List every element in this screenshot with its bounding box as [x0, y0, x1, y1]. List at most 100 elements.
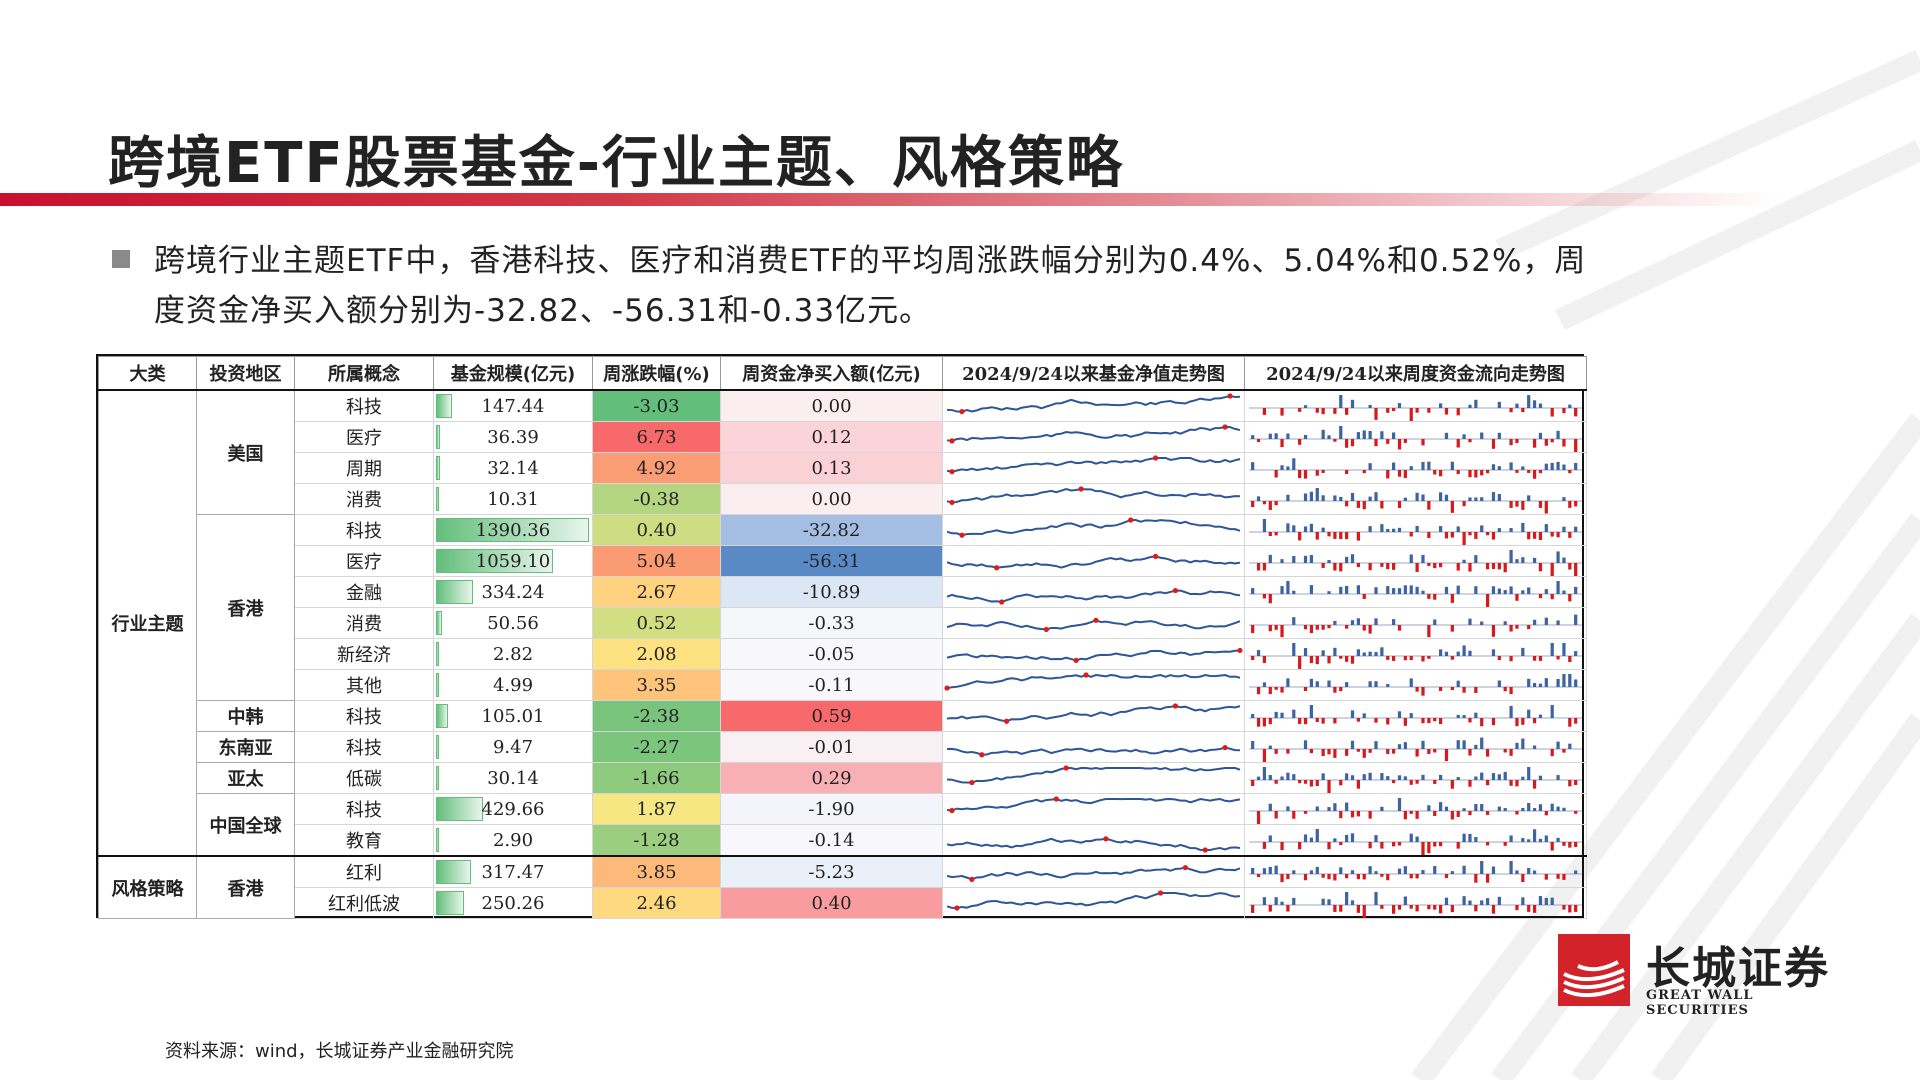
flow-bar — [1286, 749, 1290, 754]
flow-sparkline — [1249, 581, 1582, 607]
flow-bar — [1509, 439, 1513, 446]
size-cell: 36.39 — [433, 421, 593, 453]
flow-bar — [1421, 842, 1425, 855]
flow-bar — [1480, 718, 1484, 727]
nav-marker — [1152, 553, 1159, 559]
change-cell: -1.66 — [592, 762, 721, 794]
flow-bar — [1409, 780, 1413, 785]
flow-bar — [1509, 780, 1513, 786]
flow-sparkline — [1249, 395, 1582, 421]
nav-marker — [944, 685, 950, 691]
flow-bar — [1286, 523, 1290, 532]
flow-bar — [1251, 462, 1255, 470]
flow-sparkline-cell — [1244, 452, 1587, 484]
flow-bar — [1350, 833, 1355, 842]
flow-bar — [1532, 439, 1537, 448]
flow-bar — [1509, 656, 1513, 662]
nav-sparkline-cell — [942, 514, 1245, 546]
flow-bar — [1362, 905, 1366, 918]
flow-bar — [1562, 408, 1566, 414]
flow-bar — [1286, 874, 1290, 880]
flow-bar — [1450, 532, 1454, 538]
flow-bar — [1550, 563, 1554, 576]
flow-bar — [1268, 905, 1272, 912]
flow-bar — [1397, 439, 1402, 450]
flow-bar — [1556, 874, 1560, 879]
flow-bar — [1574, 780, 1578, 786]
flow-bar — [1339, 563, 1343, 572]
flow-bar — [1280, 776, 1284, 780]
flow-bar — [1303, 834, 1308, 842]
flow-bar — [1374, 892, 1378, 905]
table-row: 消费 10.31 -0.38 0.00 — [99, 483, 1587, 515]
change-cell: 1.87 — [592, 793, 721, 825]
flow-bar — [1438, 802, 1443, 811]
flow-bar — [1368, 625, 1372, 634]
table-row: 其他 4.99 3.35 -0.11 — [99, 669, 1587, 701]
flow-bar — [1574, 651, 1578, 656]
flow-bar — [1368, 749, 1372, 753]
concept-cell: 新经济 — [294, 638, 434, 670]
flow-sparkline-cell — [1244, 669, 1587, 701]
flow-bar — [1427, 594, 1431, 599]
flow-bar — [1397, 775, 1402, 780]
flow-bar — [1574, 563, 1578, 576]
flow-bar — [1392, 749, 1396, 754]
flow-bar — [1538, 683, 1543, 687]
flow-bar — [1433, 619, 1437, 625]
flow-bar — [1368, 526, 1372, 532]
change-cell: 3.35 — [592, 669, 721, 701]
table-row: 金融 334.24 2.67 -10.89 — [99, 576, 1587, 608]
flow-bar — [1321, 898, 1325, 905]
flow-bar — [1339, 395, 1343, 408]
flow-bar — [1550, 439, 1554, 443]
flow-bar — [1251, 905, 1255, 913]
flow-bar — [1433, 749, 1437, 753]
nav-marker — [979, 752, 985, 758]
flow-bar — [1527, 678, 1531, 687]
flow-bar — [1356, 432, 1360, 439]
flow-bar — [1468, 404, 1472, 408]
flow-bar — [1515, 718, 1519, 727]
flow-bar — [1556, 532, 1560, 538]
flow-bar — [1374, 718, 1378, 723]
flow-bar — [1532, 870, 1537, 874]
flow-sparkline-cell — [1244, 824, 1587, 857]
size-value: 1059.10 — [475, 550, 551, 572]
flow-bar — [1274, 501, 1278, 506]
size-bar — [436, 860, 471, 884]
flow-bar — [1527, 470, 1531, 473]
nav-sparkline-cell — [942, 452, 1245, 484]
flow-bar — [1327, 807, 1331, 811]
flow-bar — [1409, 408, 1413, 421]
logo-chinese-name: 长城证券 — [1646, 943, 1830, 994]
flow-bar — [1415, 586, 1419, 594]
flow-bar — [1256, 874, 1261, 878]
summary-bullet: 跨境行业主题ETF中，香港科技、医疗和消费ETF的平均周涨跌幅分别为0.4%、5… — [112, 236, 1592, 336]
change-cell: 2.67 — [592, 576, 721, 608]
flow-bar — [1286, 433, 1290, 439]
flow-bar — [1538, 656, 1543, 661]
flow-bar — [1509, 501, 1513, 508]
flow-bar — [1339, 842, 1343, 846]
flow-bar — [1562, 464, 1566, 470]
flow-bar — [1527, 767, 1531, 780]
flow-bar — [1491, 563, 1496, 569]
flow-bar — [1380, 501, 1384, 509]
flow-bar — [1280, 901, 1284, 905]
flow-bar — [1409, 585, 1413, 594]
flow-bar — [1321, 625, 1325, 630]
flow-bar — [1286, 772, 1290, 780]
page-title: 跨境ETF股票基金-行业主题、风格策略 — [108, 131, 1124, 196]
flow-bar — [1427, 501, 1431, 510]
flow-bar — [1538, 432, 1543, 439]
flow-bar — [1345, 802, 1349, 811]
flow-bar — [1421, 461, 1425, 470]
size-value: 4.99 — [492, 674, 534, 696]
flow-bar — [1532, 745, 1537, 749]
flow-bar — [1556, 806, 1560, 811]
flow-bar — [1450, 625, 1454, 632]
flow-sparkline — [1249, 550, 1582, 576]
flow-bar — [1532, 829, 1537, 842]
flow-bar — [1309, 749, 1314, 754]
